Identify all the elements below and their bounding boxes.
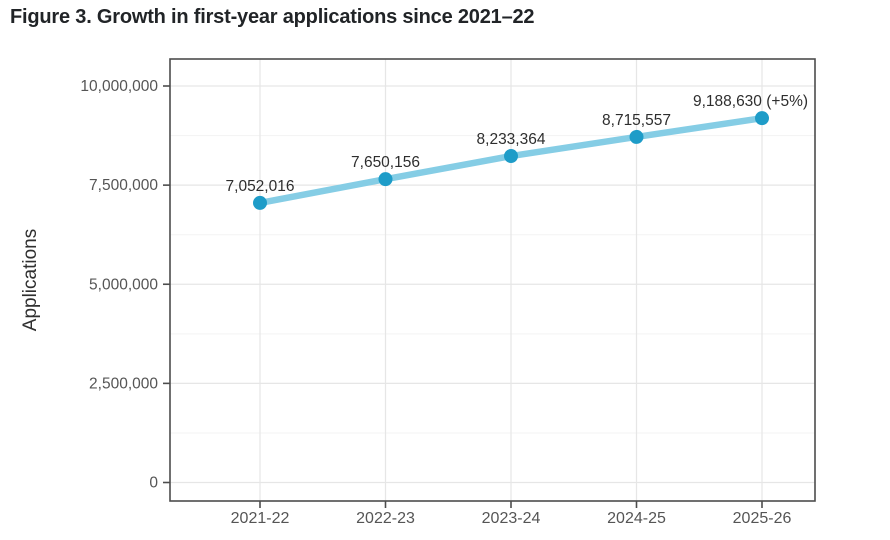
plot-border [169,58,816,502]
data-point [253,195,267,210]
y-tick-label: 5,000,000 [89,276,158,293]
y-tick-label: 7,500,000 [89,177,158,194]
x-tick-label: 2025-26 [733,510,792,527]
y-axis-title: Applications [20,229,41,331]
x-tick-label: 2023-24 [482,510,541,527]
axis-layer: 0 2,500,000 5,000,000 7,500,000 10,000,000 20… [80,58,816,527]
data-point [629,129,644,144]
series-layer: 7,052,016 7,650,156 8,233,364 8,715,557 9,18… [226,93,808,210]
data-point-label: 7,650,156 [351,154,420,171]
x-tick-label: 2021-22 [231,510,290,527]
y-tick-label: 10,000,000 [80,78,158,95]
x-tick-label: 2024-25 [607,510,666,527]
x-tick-label: 2022-23 [356,510,415,527]
y-tick-label: 0 [149,475,158,492]
data-point-label: 7,052,016 [226,178,295,195]
data-point-label: 9,188,630 (+5%) [693,93,808,110]
data-point-label: 8,715,557 [602,112,671,129]
data-point-label: 8,233,364 [477,131,546,148]
y-tick-label: 2,500,000 [89,375,158,392]
data-point [504,149,518,164]
grid-layer [170,59,815,501]
data-point [378,172,393,187]
data-point [755,111,769,126]
figure-title: Figure 3. Growth in first-year applicati… [10,6,535,28]
